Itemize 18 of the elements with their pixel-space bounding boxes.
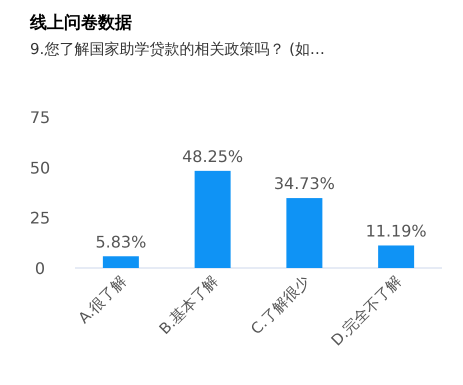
data-label: 11.19%	[366, 221, 427, 240]
y-tick-label: 75	[30, 108, 50, 127]
bar	[378, 245, 414, 268]
chart-subtitle: 9.您了解国家助学贷款的相关政策吗？ (如…	[30, 40, 325, 58]
bar	[194, 170, 231, 268]
x-tick-label: C.了解很少	[247, 272, 314, 338]
data-label: 34.73%	[274, 174, 335, 194]
chart-title: 线上问卷数据	[29, 13, 132, 33]
bar	[102, 256, 139, 268]
x-tick-label: A.很了解	[74, 272, 130, 328]
x-tick-label: B.基本了解	[156, 272, 222, 338]
y-tick-label: 0	[34, 259, 46, 278]
x-tick-label: D.完全不了解	[328, 272, 405, 350]
y-tick-label: 25	[30, 208, 50, 228]
data-label: 5.83%	[95, 232, 146, 252]
data-label: 48.25%	[182, 146, 244, 166]
bar	[286, 198, 322, 268]
y-tick-label: 50	[30, 158, 50, 178]
